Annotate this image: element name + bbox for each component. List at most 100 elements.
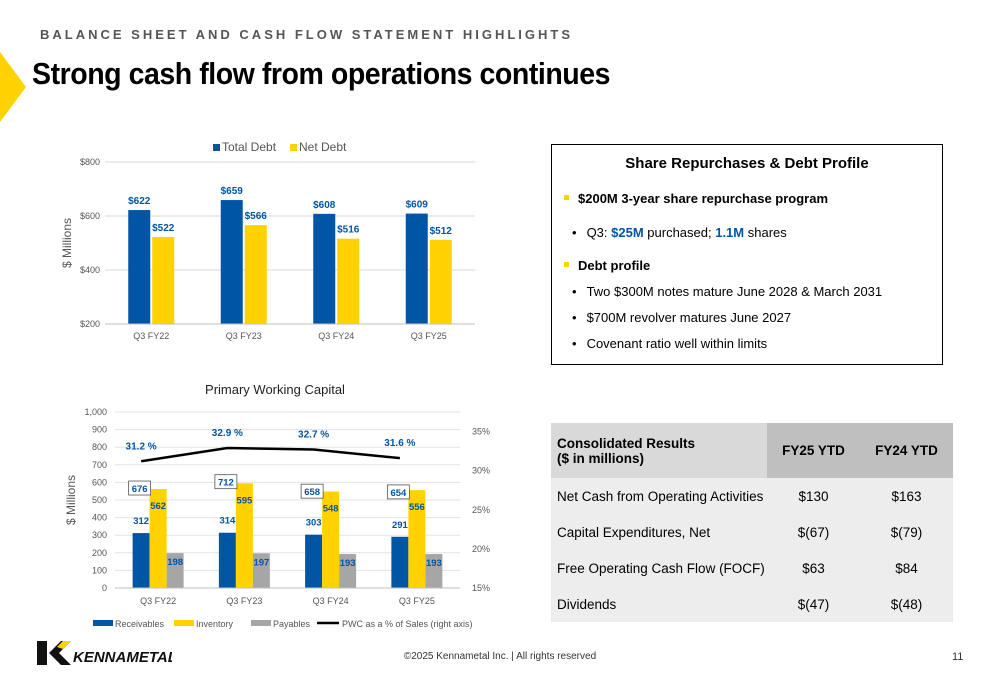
- bullet-icon: •: [572, 225, 577, 240]
- total-callout: 654: [390, 488, 407, 499]
- data-label: 197: [253, 557, 269, 568]
- col-header-fy24: FY24 YTD: [860, 423, 953, 478]
- q3-shares: 1.1M: [715, 225, 745, 240]
- table-row: Dividends $(47) $(48): [551, 586, 953, 622]
- bar-total-debt: [313, 213, 336, 324]
- pwc-label: 32.9 %: [212, 428, 243, 439]
- y2-tick-label: 30%: [472, 466, 490, 476]
- bar-total-debt: [128, 210, 151, 324]
- y-tick-label: 800: [92, 442, 107, 452]
- data-label: 303: [306, 518, 322, 529]
- y-tick-label: 600: [92, 477, 107, 487]
- q3-amount: $25M: [611, 225, 644, 240]
- square-bullet-icon: [564, 262, 569, 268]
- total-callout: 658: [304, 487, 320, 498]
- data-label: $522: [152, 223, 175, 234]
- y2-tick-label: 15%: [472, 583, 490, 593]
- bar-net-debt: [429, 239, 452, 324]
- y-tick-label: 900: [92, 425, 107, 435]
- legend-label: Payables: [273, 619, 311, 629]
- page-title: Strong cash flow from operations continu…: [32, 56, 611, 91]
- bullet-icon: •: [572, 336, 577, 351]
- fy25-value: $(47): [767, 586, 860, 622]
- table-header-row: Consolidated Results ($ in millions) FY2…: [551, 423, 953, 478]
- data-label: $566: [245, 211, 268, 222]
- q3-mid: purchased;: [643, 225, 716, 240]
- debt-sub-item: • $700M revolver matures June 2027: [572, 310, 791, 325]
- row-label: Net Cash from Operating Activities: [551, 478, 767, 514]
- total-callout: 676: [132, 484, 148, 495]
- pwc-label: 31.2 %: [126, 441, 157, 452]
- row-label: Dividends: [551, 586, 767, 622]
- y-tick-label: 100: [92, 565, 107, 575]
- bar-inventory: [235, 483, 253, 588]
- debt-profile-label: Debt profile: [578, 258, 651, 273]
- data-label: 193: [340, 558, 356, 569]
- row-label: Free Operating Cash Flow (FOCF): [551, 550, 767, 586]
- header-line-1: Consolidated Results: [557, 435, 696, 451]
- legend-label: Inventory: [196, 619, 234, 629]
- x-tick-label: Q3 FY23: [226, 331, 262, 341]
- program-item: $200M 3-year share repurchase program: [564, 191, 828, 206]
- data-label: 595: [236, 495, 253, 506]
- debt-sub-item: • Covenant ratio well within limits: [572, 336, 767, 351]
- q3-item: • Q3: $25M purchased; 1.1M shares: [572, 225, 787, 240]
- bar-total-debt: [405, 213, 428, 324]
- program-label: $200M 3-year share repurchase program: [578, 191, 829, 206]
- legend-swatch: [93, 620, 113, 626]
- data-label: 193: [426, 558, 442, 569]
- data-label: 548: [323, 504, 339, 515]
- x-tick-label: Q3 FY24: [313, 596, 349, 606]
- y-tick-label: 1,000: [84, 407, 107, 417]
- revolver-text: $700M revolver matures June 2027: [586, 310, 792, 325]
- q3-prefix: Q3:: [586, 225, 612, 240]
- pwc-label: 32.7 %: [298, 430, 329, 441]
- total-callout-box: [300, 483, 324, 499]
- share-repurchase-panel: Share Repurchases & Debt Profile $200M 3…: [551, 144, 943, 365]
- bar-inventory: [322, 491, 340, 588]
- x-tick-label: Q3 FY22: [133, 331, 169, 341]
- working-capital-chart: Primary Working Capital 0 100 200 300 400 500 6…: [64, 382, 490, 629]
- y2-tick-label: 25%: [472, 505, 490, 515]
- bar-inventory: [408, 490, 426, 588]
- pwc-label: 31.6 %: [384, 438, 415, 449]
- bar-receivables: [132, 533, 150, 588]
- row-label: Capital Expenditures, Net: [551, 514, 767, 550]
- debt-profile-item: Debt profile: [564, 258, 650, 273]
- x-tick-label: Q3 FY22: [140, 596, 176, 606]
- data-label: 312: [133, 516, 149, 527]
- x-tick-label: Q3 FY25: [411, 331, 447, 341]
- data-label: $608: [313, 200, 336, 211]
- fy25-value: $63: [767, 550, 860, 586]
- bar-payables: [166, 553, 184, 588]
- data-label: 291: [392, 520, 409, 531]
- y-tick-label: $600: [80, 211, 100, 221]
- bar-receivables: [391, 536, 409, 588]
- legend-swatch: [174, 620, 194, 626]
- x-tick-label: Q3 FY23: [226, 596, 262, 606]
- fy24-value: $(48): [860, 586, 953, 622]
- total-callout: 712: [218, 478, 234, 489]
- table-row: Free Operating Cash Flow (FOCF) $63 $84: [551, 550, 953, 586]
- header-line-2: ($ in millions): [557, 450, 645, 466]
- legend-label: Receivables: [115, 619, 165, 629]
- fy24-value: $84: [860, 550, 953, 586]
- bullet-icon: •: [572, 284, 577, 299]
- debt-chart: $200 $400 $600 $800 $ Millions $622 $522 Q3 FY2…: [60, 140, 475, 341]
- bar-inventory: [149, 489, 167, 588]
- y-tick-label: 700: [92, 460, 107, 470]
- y-axis-label: $ Millions: [64, 475, 78, 525]
- y-tick-label: 300: [92, 530, 107, 540]
- y2-tick-label: 35%: [472, 427, 490, 437]
- y-tick-label: $800: [80, 157, 100, 167]
- data-label: 198: [167, 557, 183, 568]
- pwc-line: [140, 446, 400, 463]
- y-tick-label: 400: [92, 513, 107, 523]
- table-header-label: Consolidated Results ($ in millions): [551, 423, 767, 478]
- bar-receivables: [305, 534, 323, 588]
- total-callout-box: [128, 480, 152, 496]
- bar-net-debt: [152, 237, 175, 324]
- legend-label: Total Debt: [222, 140, 277, 154]
- debt-sub-item: • Two $300M notes mature June 2028 & Marc…: [572, 284, 882, 299]
- data-label: $516: [337, 225, 360, 236]
